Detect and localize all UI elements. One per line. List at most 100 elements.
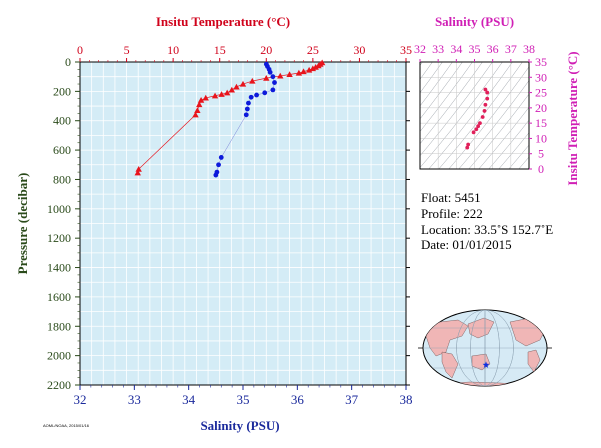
salinity-point: [262, 90, 268, 96]
temperature-point: [218, 91, 225, 97]
left-axis-tick-label: 1600: [47, 290, 71, 304]
density-contour: [458, 80, 529, 169]
left-axis-tick-label: 1800: [47, 319, 71, 333]
density-contour: [488, 119, 529, 169]
temperature-point: [134, 169, 141, 176]
inset-right-tick-label: 5: [538, 147, 544, 161]
salinity-point: [216, 162, 221, 168]
salinity-point: [213, 172, 219, 178]
inset-right-tick-label: 10: [535, 131, 547, 145]
salinity-point: [267, 69, 273, 75]
left-axis-tick-label: 0: [65, 55, 71, 69]
temperature-point: [233, 83, 240, 90]
temperature-point: [305, 66, 313, 73]
salinity-point: [272, 80, 277, 85]
left-axis-tick-label: 800: [53, 172, 71, 186]
bottom-axis-tick-label: 35: [237, 392, 250, 407]
temperature-point: [194, 107, 201, 114]
temperature-point: [309, 65, 317, 72]
inset-top-tick-label: 33: [432, 42, 444, 56]
inset-right-tick-label: 25: [535, 86, 547, 100]
inset-top-tick-label: 38: [523, 42, 535, 56]
temperature-point: [196, 101, 203, 108]
inset-right-tick-label: 30: [535, 70, 547, 84]
temperature-point: [263, 74, 270, 81]
bottom-axis-tick-label: 33: [128, 392, 141, 407]
temperature-point: [239, 80, 247, 87]
inset-top-tick-label: 36: [487, 42, 499, 56]
ts-point: [465, 145, 470, 150]
ts-point: [485, 96, 490, 101]
temperature-point: [249, 77, 256, 84]
density-contour: [468, 93, 529, 169]
map-landmass: [439, 381, 531, 386]
top-axis-tick-label: 35: [400, 43, 412, 57]
temperature-point: [300, 68, 307, 75]
bottom-axis-tick-label: 34: [182, 392, 196, 407]
inset-right-tick-label: 20: [535, 101, 547, 115]
salinity-point: [244, 106, 250, 112]
density-contour: [420, 62, 483, 145]
left-axis-tick-label: 600: [53, 143, 71, 157]
density-contour: [420, 62, 493, 157]
ts-point: [482, 109, 487, 113]
temperature-point: [197, 96, 205, 103]
float-location-star-icon: [482, 361, 490, 368]
top-axis-tick-label: 5: [124, 43, 130, 57]
temperature-point: [286, 71, 293, 78]
left-axis-title: Pressure (decibar): [15, 173, 30, 275]
salinity-point: [218, 155, 224, 160]
temperature-point: [295, 69, 303, 76]
main-profile-plot: 0 5 10 15 20 25 30 35 Insitu Temperature (°C) 32 3…: [15, 14, 413, 433]
density-contour: [478, 106, 529, 169]
temperature-point: [202, 94, 209, 101]
left-axis-tick-label: 1200: [47, 231, 71, 245]
inset-right-axis-title: Insitu Temperature (°C): [565, 51, 580, 185]
ts-point: [483, 87, 488, 92]
top-axis-tick-label: 30: [353, 43, 365, 57]
inset-top-tick-label: 32: [414, 42, 426, 56]
temperature-point: [223, 89, 231, 96]
density-contour: [508, 144, 529, 169]
density-contour: [428, 62, 513, 169]
density-contour: [518, 156, 529, 169]
bottom-axis-tick-label: 36: [291, 392, 305, 407]
left-axis-tick-label: 200: [53, 84, 71, 98]
inset-right-tick-label: 15: [535, 116, 547, 130]
top-axis-title: Insitu Temperature (°C): [156, 14, 290, 29]
world-map: [418, 309, 552, 387]
left-axis-tick-label: 400: [53, 114, 71, 128]
temperature-point: [277, 72, 284, 79]
date-label: Date: 01/01/2015: [421, 237, 512, 252]
left-axis-tick-label: 2000: [47, 349, 71, 363]
ts-point: [480, 115, 485, 119]
top-axis-tick-label: 10: [167, 43, 179, 57]
density-contour: [528, 168, 529, 169]
temperature-point: [228, 86, 236, 93]
left-axis-tick-label: 2200: [47, 378, 71, 392]
ts-point: [485, 90, 490, 95]
salinity-point: [270, 74, 276, 80]
inset-top-tick-label: 35: [469, 42, 481, 56]
footer-id: AOML/NOAA, 2015/01/16: [43, 423, 90, 428]
map-landmass: [423, 319, 469, 357]
salinity-point: [248, 94, 254, 100]
temperature-point: [192, 111, 199, 118]
density-contour: [498, 132, 529, 169]
salinity-point: [246, 100, 251, 106]
ts-point: [476, 124, 481, 129]
inset-top-tick-label: 34: [450, 42, 462, 56]
ts-point: [478, 121, 482, 126]
density-contour: [420, 62, 463, 120]
inset-top-axis-title: Salinity (PSU): [435, 14, 514, 29]
top-axis-tick-label: 20: [260, 43, 272, 57]
left-axis-tick-label: 1000: [47, 202, 71, 216]
top-axis-tick-label: 0: [77, 43, 83, 57]
inset-top-tick-label: 37: [505, 42, 517, 56]
top-axis-tick-label: 15: [214, 43, 226, 57]
salinity-point: [243, 112, 249, 118]
bottom-axis-title: Salinity (PSU): [200, 418, 279, 433]
float-id-label: Float: 5451: [421, 190, 481, 205]
ts-point: [466, 142, 471, 147]
